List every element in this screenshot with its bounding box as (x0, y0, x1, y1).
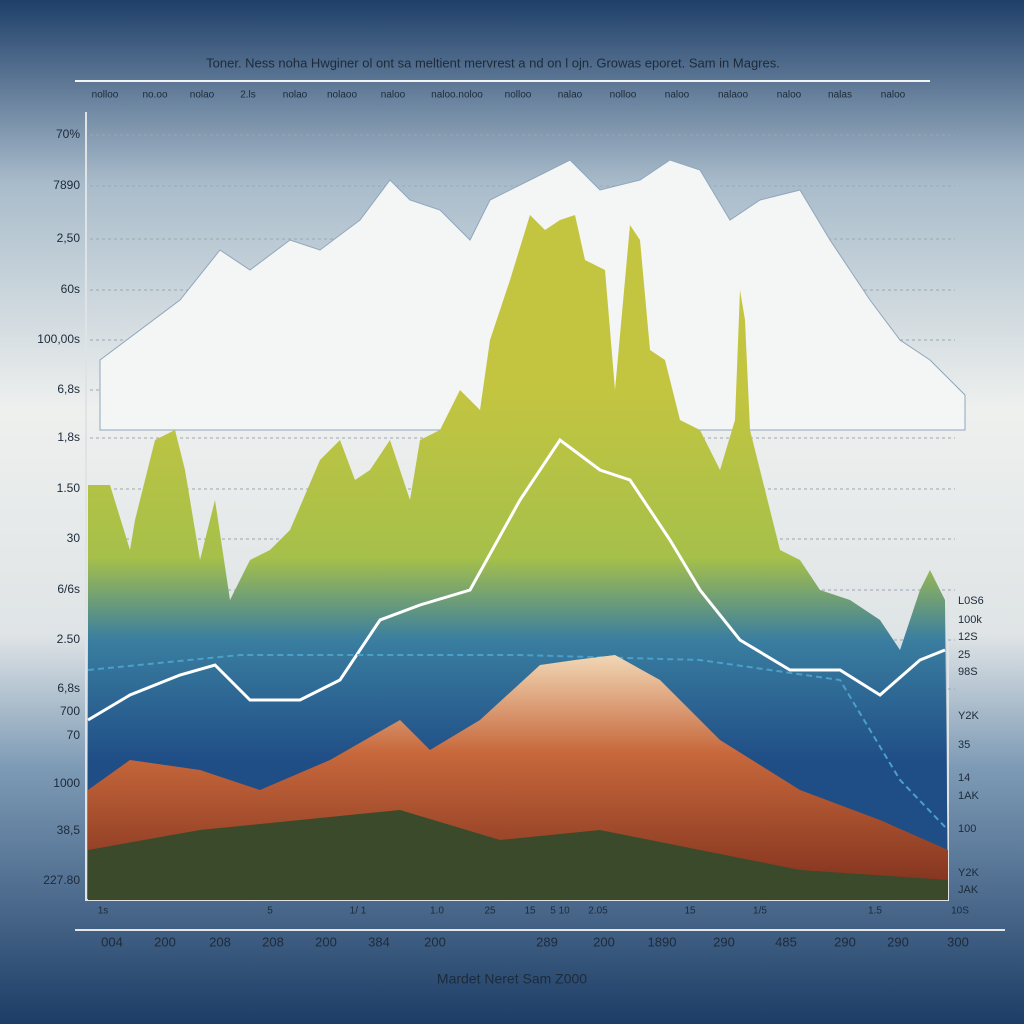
right-label: 100k (958, 614, 982, 626)
bottom-small-label: 5 (267, 906, 273, 917)
right-label: 25 (958, 649, 970, 661)
top-label: nolloo (92, 90, 119, 101)
bottom-small-label: 1/ 1 (350, 906, 367, 917)
top-label: naloo (777, 90, 802, 101)
bottom-label: 208 (209, 934, 231, 949)
top-label: no.oo (142, 90, 167, 101)
bottom-label: 200 (154, 934, 176, 949)
right-label: 1AK (958, 790, 979, 802)
top-label: nolao (283, 90, 308, 101)
top-label: naloo (381, 90, 406, 101)
right-label: Y2K (958, 867, 979, 879)
top-label: nolaoo (327, 90, 357, 101)
top-label: naloo (881, 90, 906, 101)
right-label: Y2K (958, 710, 979, 722)
trend-line (87, 437, 946, 722)
right-label: 12S (958, 631, 978, 643)
bottom-label: 200 (593, 934, 615, 949)
bottom-small-label: 10S (951, 906, 969, 917)
title: Toner. Ness noha Hwginer ol ont sa melti… (206, 55, 780, 70)
right-label: 98S (958, 666, 978, 678)
bottom-small-label: 15 (684, 906, 696, 917)
right-label: 14 (958, 772, 970, 784)
left-label: 1000 (53, 776, 80, 790)
bottom-label: 384 (368, 934, 390, 949)
x-label: Mardet Neret Sam Z000 (437, 971, 587, 987)
right-label: 35 (958, 739, 970, 751)
left-label: 2,50 (57, 231, 81, 245)
bottom-label: 200 (315, 934, 337, 949)
left-label: 6,8s (57, 681, 80, 695)
left-label: 1,8s (57, 430, 80, 444)
left-label: 2.50 (57, 632, 81, 646)
forest (88, 810, 948, 900)
bottom-label: 290 (834, 934, 856, 949)
right-label: L0S6 (958, 595, 984, 607)
bottom-small-label: 25 (484, 906, 496, 917)
bottom-label: 300 (947, 934, 969, 949)
top-label: nalaoo (718, 90, 748, 101)
bottom-label: 290 (887, 934, 909, 949)
top-label: nolloo (505, 90, 532, 101)
bottom-small-label: 1.5 (868, 906, 882, 917)
right-label: JAK (958, 884, 979, 896)
bottom-small-label: 1.0 (430, 906, 444, 917)
bottom-small-label: 15 (524, 906, 536, 917)
left-label: 60s (61, 282, 80, 296)
right-label: 100 (958, 823, 976, 835)
bottom-label: 1890 (648, 934, 677, 949)
bottom-label: 289 (536, 934, 558, 949)
top-label: nalas (828, 90, 852, 101)
bottom-small-label: 1s (98, 906, 109, 917)
top-label: naloo.noloo (431, 90, 483, 101)
bottom-label: 200 (424, 934, 446, 949)
top-label: 2.ls (240, 90, 256, 101)
top-label: nolloo (610, 90, 637, 101)
bottom-small-label: 2.05 (588, 906, 608, 917)
bottom-label: 290 (713, 934, 735, 949)
left-label: 6/6s (57, 582, 80, 596)
bottom-small-label: 1/5 (753, 906, 767, 917)
left-label: 70 (67, 728, 81, 742)
left-label: 7890 (53, 178, 80, 192)
left-label: 70% (56, 127, 80, 141)
bottom-label: 208 (262, 934, 284, 949)
left-label: 30 (67, 531, 81, 545)
left-label: 227.80 (43, 873, 80, 887)
bottom-label: 485 (775, 934, 797, 949)
left-label: 6,8s (57, 382, 80, 396)
left-label: 1.50 (57, 481, 81, 495)
bottom-label: 004 (101, 934, 123, 949)
top-label: nalao (558, 90, 583, 101)
left-label: 100,00s (37, 332, 80, 346)
spike-area (88, 215, 948, 900)
top-label: nolao (190, 90, 215, 101)
left-label: 700 (60, 704, 80, 718)
top-label: naloo (665, 90, 690, 101)
left-label: 38,5 (57, 823, 81, 837)
bottom-small-label: 5 10 (550, 906, 570, 917)
